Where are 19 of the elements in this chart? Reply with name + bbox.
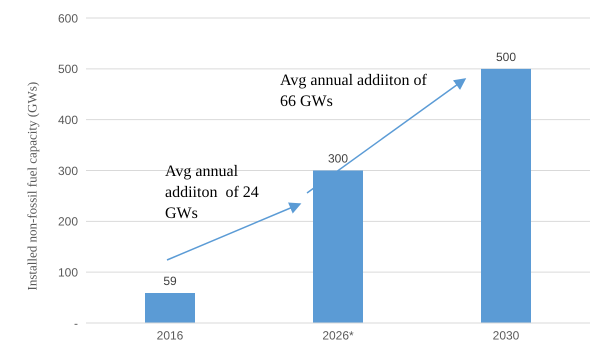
y-tick-label: 300 (58, 164, 78, 178)
bar (481, 68, 531, 323)
y-tick-label: 500 (58, 62, 78, 76)
x-tick-label: 2016 (156, 328, 184, 343)
y-axis-title: Installed non-fossil fuel capacity (GWs) (24, 82, 40, 290)
bar (145, 293, 195, 323)
bar (313, 170, 363, 323)
x-tick-label: 2026* (322, 328, 354, 343)
y-tick-label: - (74, 316, 78, 330)
data-label: 300 (328, 152, 348, 166)
data-label: 500 (496, 50, 516, 64)
annotation: Avg annual addiiton of 24 GWs (165, 162, 260, 224)
y-tick-label: 200 (58, 214, 78, 229)
y-tick-label: 600 (58, 11, 78, 26)
y-tick-label: 100 (58, 265, 78, 280)
x-tick-label: 2030 (492, 328, 520, 343)
data-label: 59 (163, 274, 177, 288)
annotation: Avg annual addiiton of 66 GWs (280, 71, 428, 112)
y-tick-label: 400 (58, 112, 78, 127)
